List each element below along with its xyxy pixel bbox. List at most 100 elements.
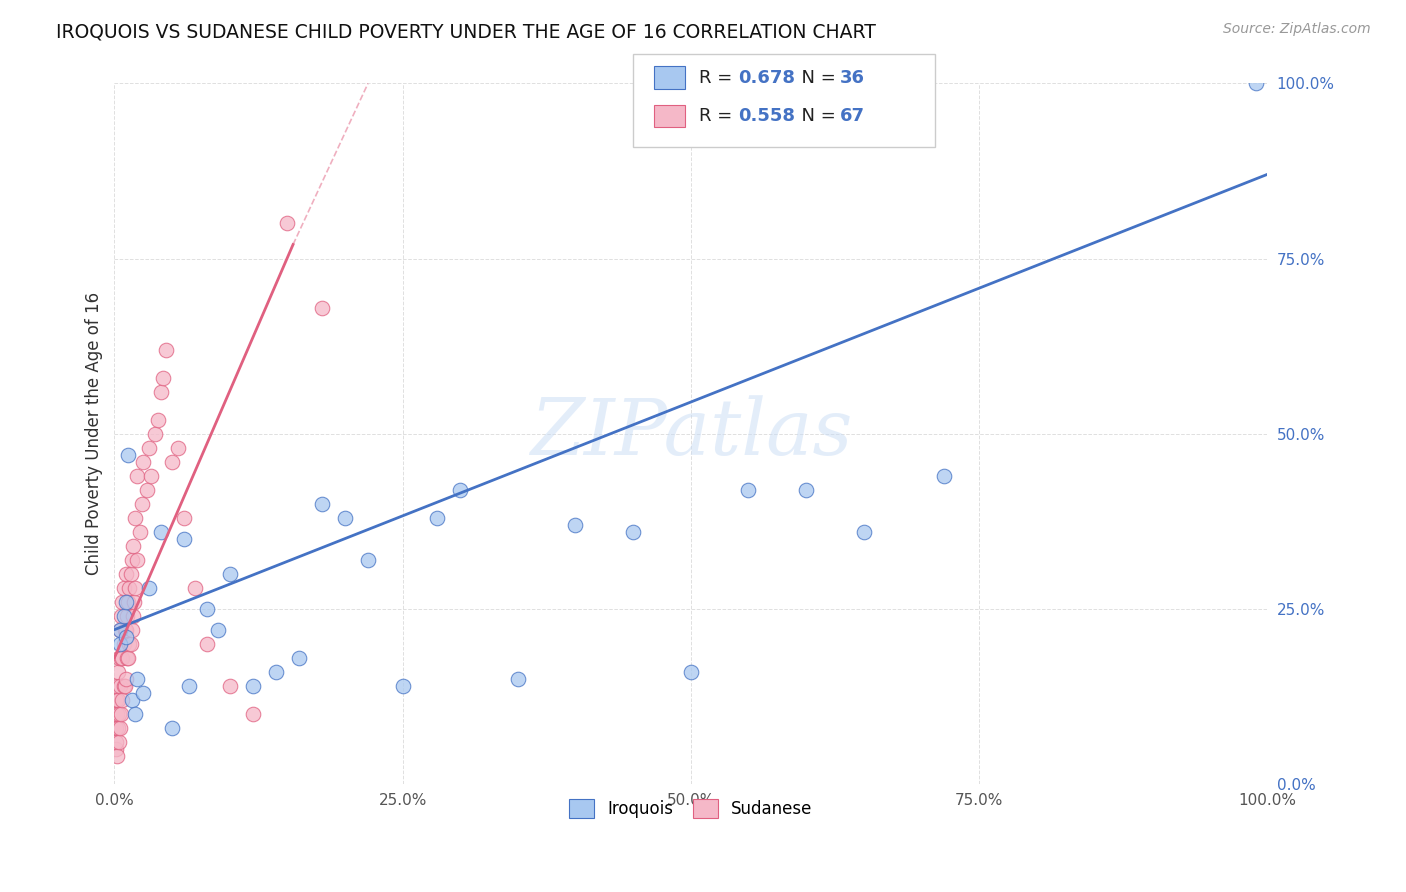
- Point: [107, 692, 129, 706]
- Point: [105, 706, 128, 721]
- Point: [107, 721, 129, 735]
- Point: [107, 665, 129, 679]
- Point: [108, 679, 131, 693]
- Point: [104, 692, 127, 706]
- Point: [143, 426, 166, 441]
- Point: [276, 217, 298, 231]
- Point: [105, 679, 128, 693]
- Point: [121, 692, 143, 706]
- Point: [242, 679, 264, 693]
- Point: [118, 581, 141, 595]
- Point: [173, 532, 195, 546]
- Point: [124, 510, 146, 524]
- Point: [117, 650, 139, 665]
- Text: N =: N =: [790, 69, 842, 87]
- Point: [311, 497, 333, 511]
- Point: [621, 524, 644, 539]
- Point: [120, 637, 142, 651]
- Point: [118, 637, 141, 651]
- Point: [131, 497, 153, 511]
- Point: [794, 483, 817, 497]
- Point: [207, 623, 229, 637]
- Point: [264, 665, 287, 679]
- Point: [173, 510, 195, 524]
- Point: [110, 608, 132, 623]
- Legend: Iroquois, Sudanese: Iroquois, Sudanese: [562, 792, 820, 824]
- Point: [115, 566, 138, 581]
- Point: [195, 601, 218, 615]
- Point: [111, 692, 134, 706]
- Point: [426, 510, 449, 524]
- Point: [152, 370, 174, 384]
- Point: [141, 468, 163, 483]
- Point: [111, 595, 134, 609]
- Point: [105, 748, 128, 763]
- Point: [195, 637, 218, 651]
- Point: [737, 483, 759, 497]
- Point: [114, 623, 136, 637]
- Text: 67: 67: [839, 107, 865, 125]
- Point: [155, 343, 177, 357]
- Text: IROQUOIS VS SUDANESE CHILD POVERTY UNDER THE AGE OF 16 CORRELATION CHART: IROQUOIS VS SUDANESE CHILD POVERTY UNDER…: [56, 22, 876, 41]
- Point: [112, 608, 135, 623]
- Point: [117, 595, 139, 609]
- Point: [184, 581, 207, 595]
- Point: [117, 448, 139, 462]
- Point: [108, 637, 131, 651]
- Text: N =: N =: [790, 107, 842, 125]
- Point: [679, 665, 702, 679]
- Point: [115, 672, 138, 686]
- Point: [108, 623, 131, 637]
- Point: [449, 483, 471, 497]
- Point: [115, 608, 138, 623]
- Point: [115, 630, 138, 644]
- Point: [127, 552, 149, 566]
- Point: [148, 412, 170, 426]
- Point: [934, 468, 956, 483]
- Point: [311, 301, 333, 315]
- Point: [135, 483, 157, 497]
- Point: [127, 468, 149, 483]
- Point: [127, 672, 149, 686]
- Point: [166, 441, 188, 455]
- Point: [112, 679, 135, 693]
- Point: [110, 650, 132, 665]
- Point: [149, 524, 172, 539]
- Text: Source: ZipAtlas.com: Source: ZipAtlas.com: [1223, 22, 1371, 37]
- Point: [138, 441, 160, 455]
- Point: [108, 735, 131, 749]
- Point: [120, 566, 142, 581]
- Point: [121, 552, 143, 566]
- Point: [124, 581, 146, 595]
- Point: [160, 721, 183, 735]
- Point: [114, 679, 136, 693]
- Point: [124, 706, 146, 721]
- Point: [122, 595, 145, 609]
- Text: 0.558: 0.558: [738, 107, 796, 125]
- Point: [333, 510, 356, 524]
- Point: [108, 706, 131, 721]
- Point: [112, 581, 135, 595]
- Point: [242, 706, 264, 721]
- Point: [288, 650, 311, 665]
- Text: R =: R =: [699, 107, 738, 125]
- Point: [104, 741, 127, 756]
- Point: [852, 524, 875, 539]
- Point: [132, 686, 155, 700]
- Point: [149, 384, 172, 399]
- Point: [1244, 77, 1267, 91]
- Point: [138, 581, 160, 595]
- Point: [112, 637, 135, 651]
- Point: [391, 679, 413, 693]
- Point: [115, 650, 138, 665]
- Point: [132, 454, 155, 468]
- Point: [108, 650, 131, 665]
- Point: [160, 454, 183, 468]
- Point: [128, 524, 150, 539]
- Point: [218, 566, 240, 581]
- Point: [506, 672, 529, 686]
- Point: [121, 608, 143, 623]
- Point: [111, 650, 134, 665]
- Point: [218, 679, 240, 693]
- Text: 0.678: 0.678: [738, 69, 796, 87]
